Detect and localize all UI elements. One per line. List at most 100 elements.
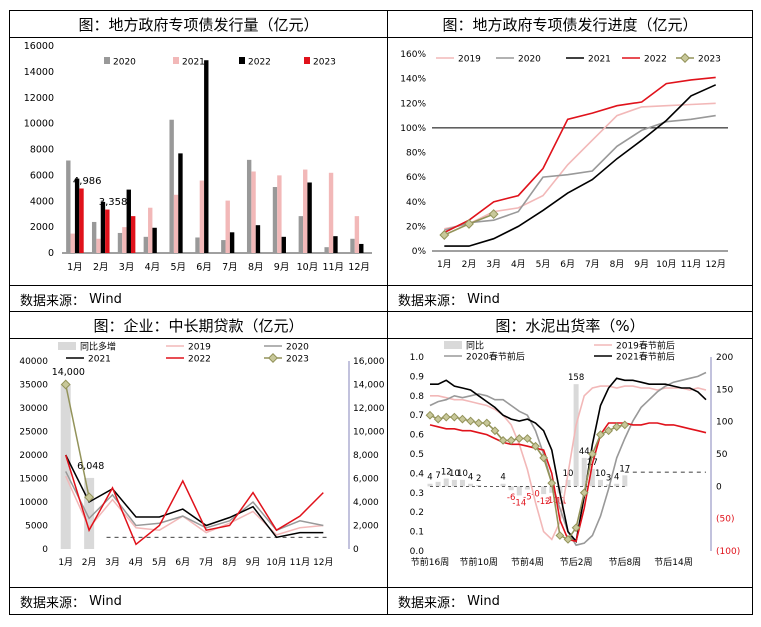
- point-2023: [579, 488, 589, 498]
- point-2023: [514, 434, 524, 443]
- x-tick-label: 8月: [248, 262, 264, 273]
- source-label: 数据来源：: [398, 293, 464, 309]
- y2-tick-label: 150: [716, 385, 733, 395]
- frame-middle-vertical: [387, 10, 388, 615]
- bar-2023: [130, 216, 136, 253]
- bar-yoy: [524, 486, 530, 490]
- x-tick-label: 7月: [585, 259, 600, 270]
- x-tick-label: 1月: [67, 262, 83, 273]
- legend-yoy-swatch: [58, 342, 76, 350]
- y2-tick-label: 14,000: [353, 381, 385, 391]
- x-tick-label: 11月: [681, 259, 701, 270]
- bar-label: -14: [512, 498, 526, 508]
- bar-label: 158: [568, 373, 584, 383]
- panel-loans: 图：企业：中长期贷款（亿元） 0 5000 10000 15000 20000 25000…: [10, 312, 387, 614]
- bar-2023: [105, 209, 110, 253]
- point-2023: [466, 416, 475, 426]
- y2-tick-label: 2,000: [353, 522, 379, 532]
- bar-2021: [354, 216, 360, 253]
- x-tick-label: 5月: [536, 259, 551, 270]
- x-tick-label: 节前4周: [511, 556, 544, 568]
- y-tick-label: 20%: [406, 222, 426, 232]
- x-tick-label: 4月: [129, 557, 144, 568]
- source-label: 数据来源：: [20, 293, 86, 309]
- x-tick-label: 6月: [196, 262, 212, 273]
- x-tick-label: 5月: [152, 557, 167, 568]
- frame-left: [9, 10, 10, 615]
- bar-label: -12: [537, 497, 551, 507]
- bar-2020: [91, 221, 97, 253]
- y-tick-label: 8000: [30, 145, 54, 156]
- point-2023: [458, 414, 467, 424]
- y-tick-label: 1.0: [410, 353, 425, 363]
- bar-2022: [281, 236, 286, 253]
- source-value: Wind: [467, 291, 500, 307]
- bar-yoy: [443, 478, 449, 487]
- legend-2021-label: 2021春节前后: [616, 351, 675, 363]
- bar-label: 10: [595, 469, 606, 479]
- y2-tick-label: 4,000: [353, 498, 379, 508]
- point-2023: [433, 414, 443, 424]
- bar-label: 10: [449, 469, 460, 479]
- bar-2022: [152, 227, 157, 253]
- bar-label: 44: [579, 447, 590, 457]
- y2-tick-label: (50): [716, 515, 734, 525]
- bar-yoy: [468, 483, 474, 487]
- y-tick-label: 25000: [19, 428, 48, 438]
- bar-2022: [204, 60, 209, 254]
- point-2023: [449, 412, 459, 422]
- x-tick-label: 9月: [634, 259, 649, 270]
- point-2023: [464, 218, 474, 229]
- y-tick-label: 4000: [30, 196, 54, 207]
- bar-yoy: [614, 483, 620, 487]
- bar-yoy: [549, 486, 555, 493]
- source-value: Wind: [89, 291, 122, 307]
- legend-2019-label: 2019: [188, 343, 211, 353]
- bar-2020: [169, 119, 174, 254]
- bar-2020: [272, 187, 278, 253]
- x-tick-label: 节后14周: [654, 557, 692, 568]
- source-value: Wind: [467, 593, 500, 609]
- panel-title: 图：水泥出货率（%）: [495, 316, 645, 335]
- bar-2021: [148, 207, 153, 253]
- bar-label: 12: [441, 468, 452, 478]
- bar-2022: [178, 153, 183, 253]
- y-tick-label: 160%: [400, 50, 426, 60]
- point-2023: [596, 430, 605, 439]
- x-tick-label: 11月: [290, 557, 310, 568]
- y-tick-label: 40000: [19, 357, 48, 367]
- source-line: 数据来源： Wind: [388, 588, 752, 614]
- legend-2020-label: 2020春节前后: [466, 351, 525, 363]
- data-label: 4,986: [73, 176, 102, 187]
- x-tick-label: 3月: [486, 259, 501, 270]
- x-tick-label: 6月: [560, 259, 575, 270]
- panel-title: 图：地方政府专项债发行进度（亿元）: [442, 15, 698, 34]
- y2-tick-label: 8,000: [353, 451, 379, 461]
- point-2023: [506, 436, 516, 445]
- x-tick-label: 8月: [222, 557, 237, 568]
- bar-2020: [246, 159, 252, 253]
- bar-2022: [333, 236, 338, 253]
- bar-label: -5: [523, 493, 531, 503]
- bar-2021: [70, 233, 75, 253]
- x-tick-label: 11月: [322, 262, 344, 273]
- y-tick-label: 0.7: [410, 411, 424, 421]
- bar-label: -0: [531, 489, 539, 499]
- bar-yoy: [581, 457, 587, 487]
- x-tick-label: 节后8周: [608, 557, 641, 568]
- bar-label: 4: [500, 473, 505, 483]
- panel-progress: 图：地方政府专项债发行进度（亿元） 0% 20% 40% 60% 80% 100% 120%…: [388, 11, 752, 311]
- panel-title: 图：企业：中长期贷款（亿元）: [93, 316, 304, 335]
- y-tick-label: 35000: [19, 381, 48, 391]
- bar-2020: [143, 236, 149, 253]
- point-2023: [555, 531, 565, 540]
- bar-yoy: [84, 477, 95, 549]
- y-tick-label: 60%: [406, 173, 426, 183]
- line-2019: [444, 102, 716, 230]
- bar-2021: [277, 175, 282, 253]
- frame-title2-rule: [9, 338, 753, 339]
- point-2023: [531, 441, 540, 451]
- line-2023: [64, 384, 90, 498]
- y2-tick-label: 12,000: [353, 404, 385, 414]
